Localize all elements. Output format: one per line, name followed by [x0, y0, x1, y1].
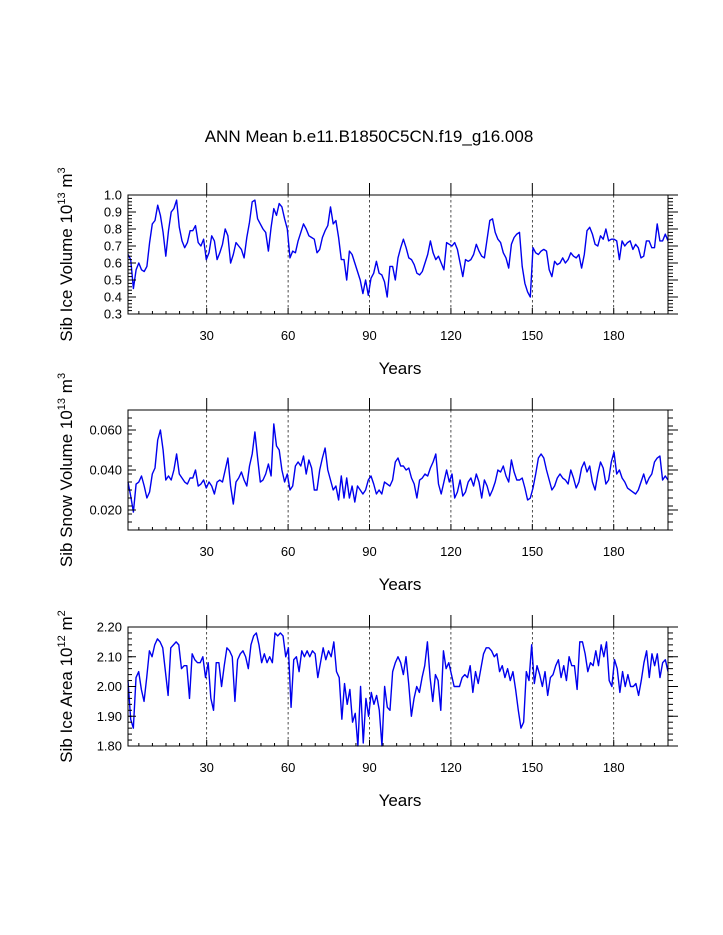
y-tick-label: 2.10: [97, 649, 122, 664]
x-tick-label: 180: [603, 760, 625, 775]
y-tick-label: 0.7: [104, 239, 122, 254]
x-tick-label: 120: [440, 328, 462, 343]
figure-title: ANN Mean b.e11.B1850C5CN.f19_g16.008: [205, 127, 534, 146]
x-tick-label: 60: [281, 328, 295, 343]
x-tick-label: 180: [603, 328, 625, 343]
y-tick-label: 0.5: [104, 273, 122, 288]
x-axis-label: Years: [379, 791, 422, 810]
y-tick-label: 0.4: [104, 290, 122, 305]
plot-frame-vol: [127, 194, 669, 315]
x-tick-label: 120: [440, 760, 462, 775]
y-axis-label: Sib Ice Area 1012 m2: [56, 610, 76, 763]
y-tick-label: 1.0: [104, 188, 122, 203]
y-tick-label: 0.020: [89, 503, 122, 518]
x-tick-label: 60: [281, 760, 295, 775]
x-tick-label: 90: [362, 760, 376, 775]
y-tick-label: 0.6: [104, 256, 122, 271]
y-tick-label: 0.8: [104, 222, 122, 237]
x-tick-label: 90: [362, 544, 376, 559]
y-axis-label: Sib Ice Volume 1013 m3: [56, 167, 76, 341]
x-tick-label: 150: [521, 760, 543, 775]
x-tick-label: 30: [199, 328, 213, 343]
x-tick-label: 60: [281, 544, 295, 559]
panel-vol: 30 60 90 120 150 180 0.3 0.4 0.5 0.6 0.7 0.8 0.9 1.0 Y…: [56, 167, 678, 378]
series-line-snow: [127, 423, 669, 513]
x-tick-label: 180: [603, 544, 625, 559]
y-axis-label: Sib Snow Volume 1013 m3: [56, 373, 76, 567]
y-tick-label: 0.060: [89, 423, 122, 438]
x-tick-label: 120: [440, 544, 462, 559]
panels: 30 60 90 120 150 180 0.3 0.4 0.5 0.6 0.7 0.8 0.9 1.0 Y…: [56, 167, 678, 810]
x-tick-label: 30: [199, 544, 213, 559]
x-axis-label: Years: [379, 575, 422, 594]
y-tick-label: 2.00: [97, 679, 122, 694]
y-tick-label: 0.3: [104, 307, 122, 322]
series-line-vol: [127, 199, 669, 298]
x-tick-label: 30: [199, 760, 213, 775]
x-tick-label: 90: [362, 328, 376, 343]
y-tick-label: 0.040: [89, 463, 122, 478]
x-axis-label: Years: [379, 359, 422, 378]
series-line-area: [127, 632, 669, 747]
y-tick-label: 0.9: [104, 205, 122, 220]
panel-area: 30 60 90 120 150 180 1.80 1.90 2.00 2.10 2.20 Years…: [56, 610, 678, 810]
y-tick-label: 2.20: [97, 620, 122, 635]
y-tick-label: 1.80: [97, 739, 122, 754]
y-tick-label: 1.90: [97, 709, 122, 724]
x-tick-label: 150: [521, 544, 543, 559]
x-tick-label: 150: [521, 328, 543, 343]
panel-snow: 30 60 90 120 150 180 0.020 0.040 0.060 Years Sib S…: [56, 373, 678, 594]
